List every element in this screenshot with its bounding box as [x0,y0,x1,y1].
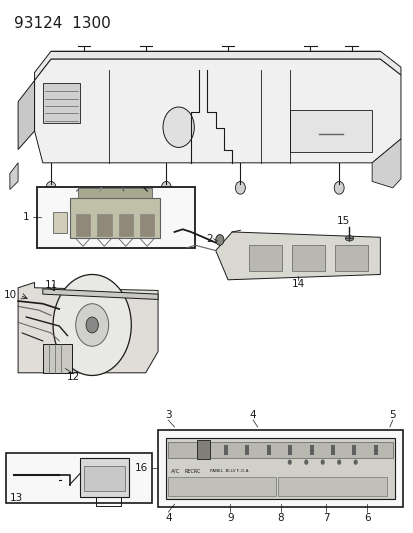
Circle shape [353,459,357,465]
Polygon shape [34,51,400,80]
Ellipse shape [344,236,353,241]
Circle shape [215,235,223,245]
Bar [80,458,129,497]
Bar [97,214,111,236]
Text: 11: 11 [44,280,57,290]
Polygon shape [18,282,158,373]
Text: 14: 14 [291,279,304,288]
Polygon shape [371,139,400,188]
Circle shape [46,181,56,194]
Circle shape [53,274,131,375]
Bar [78,188,152,198]
Polygon shape [18,80,34,150]
Text: 4: 4 [165,513,171,523]
Polygon shape [10,163,18,189]
Circle shape [163,107,194,148]
Bar [245,445,249,455]
Bar [140,214,154,236]
Text: 6: 6 [363,513,370,523]
Circle shape [86,317,98,333]
Text: RECRC: RECRC [184,469,201,473]
Circle shape [235,181,245,194]
Bar [168,477,276,496]
Polygon shape [43,289,158,300]
Circle shape [336,459,340,465]
Bar [334,245,367,271]
Bar [291,245,324,271]
Polygon shape [215,232,380,280]
Text: 3: 3 [165,410,171,420]
Bar [36,187,195,248]
Bar [289,110,371,152]
Bar [248,245,281,271]
Text: 4: 4 [249,410,256,420]
Bar [158,430,402,507]
Bar [223,445,228,455]
Bar [330,445,334,455]
Polygon shape [34,59,400,163]
Text: PANEL  BI-LV F-O-A: PANEL BI-LV F-O-A [209,469,247,473]
Circle shape [320,459,324,465]
Text: 93124  1300: 93124 1300 [14,15,110,30]
Bar [118,214,133,236]
Text: 10: 10 [4,289,17,300]
Text: 5: 5 [389,410,395,420]
Text: 16: 16 [134,463,147,473]
Text: 15: 15 [336,216,349,227]
Bar [278,477,386,496]
Bar [166,438,394,499]
Bar [76,214,90,236]
Bar [266,445,270,455]
Text: 9: 9 [226,513,233,523]
Text: 12: 12 [67,372,80,382]
Circle shape [287,459,291,465]
Text: 1: 1 [23,212,30,222]
Circle shape [333,181,343,194]
Bar [309,445,313,455]
Bar [69,198,160,238]
Circle shape [304,459,308,465]
Circle shape [161,181,171,194]
Bar [351,445,356,455]
Circle shape [76,304,108,346]
Bar [287,445,292,455]
Bar [43,344,71,373]
Bar [168,442,392,458]
Bar [373,445,377,455]
Text: 2: 2 [206,234,212,244]
Bar [6,453,152,503]
Text: 8: 8 [277,513,283,523]
Text: 7: 7 [322,513,329,523]
Bar [53,212,67,233]
Bar [197,440,209,459]
Bar [84,466,125,491]
Text: 13: 13 [9,492,23,503]
Text: A/C: A/C [171,469,180,473]
Bar [43,83,80,123]
